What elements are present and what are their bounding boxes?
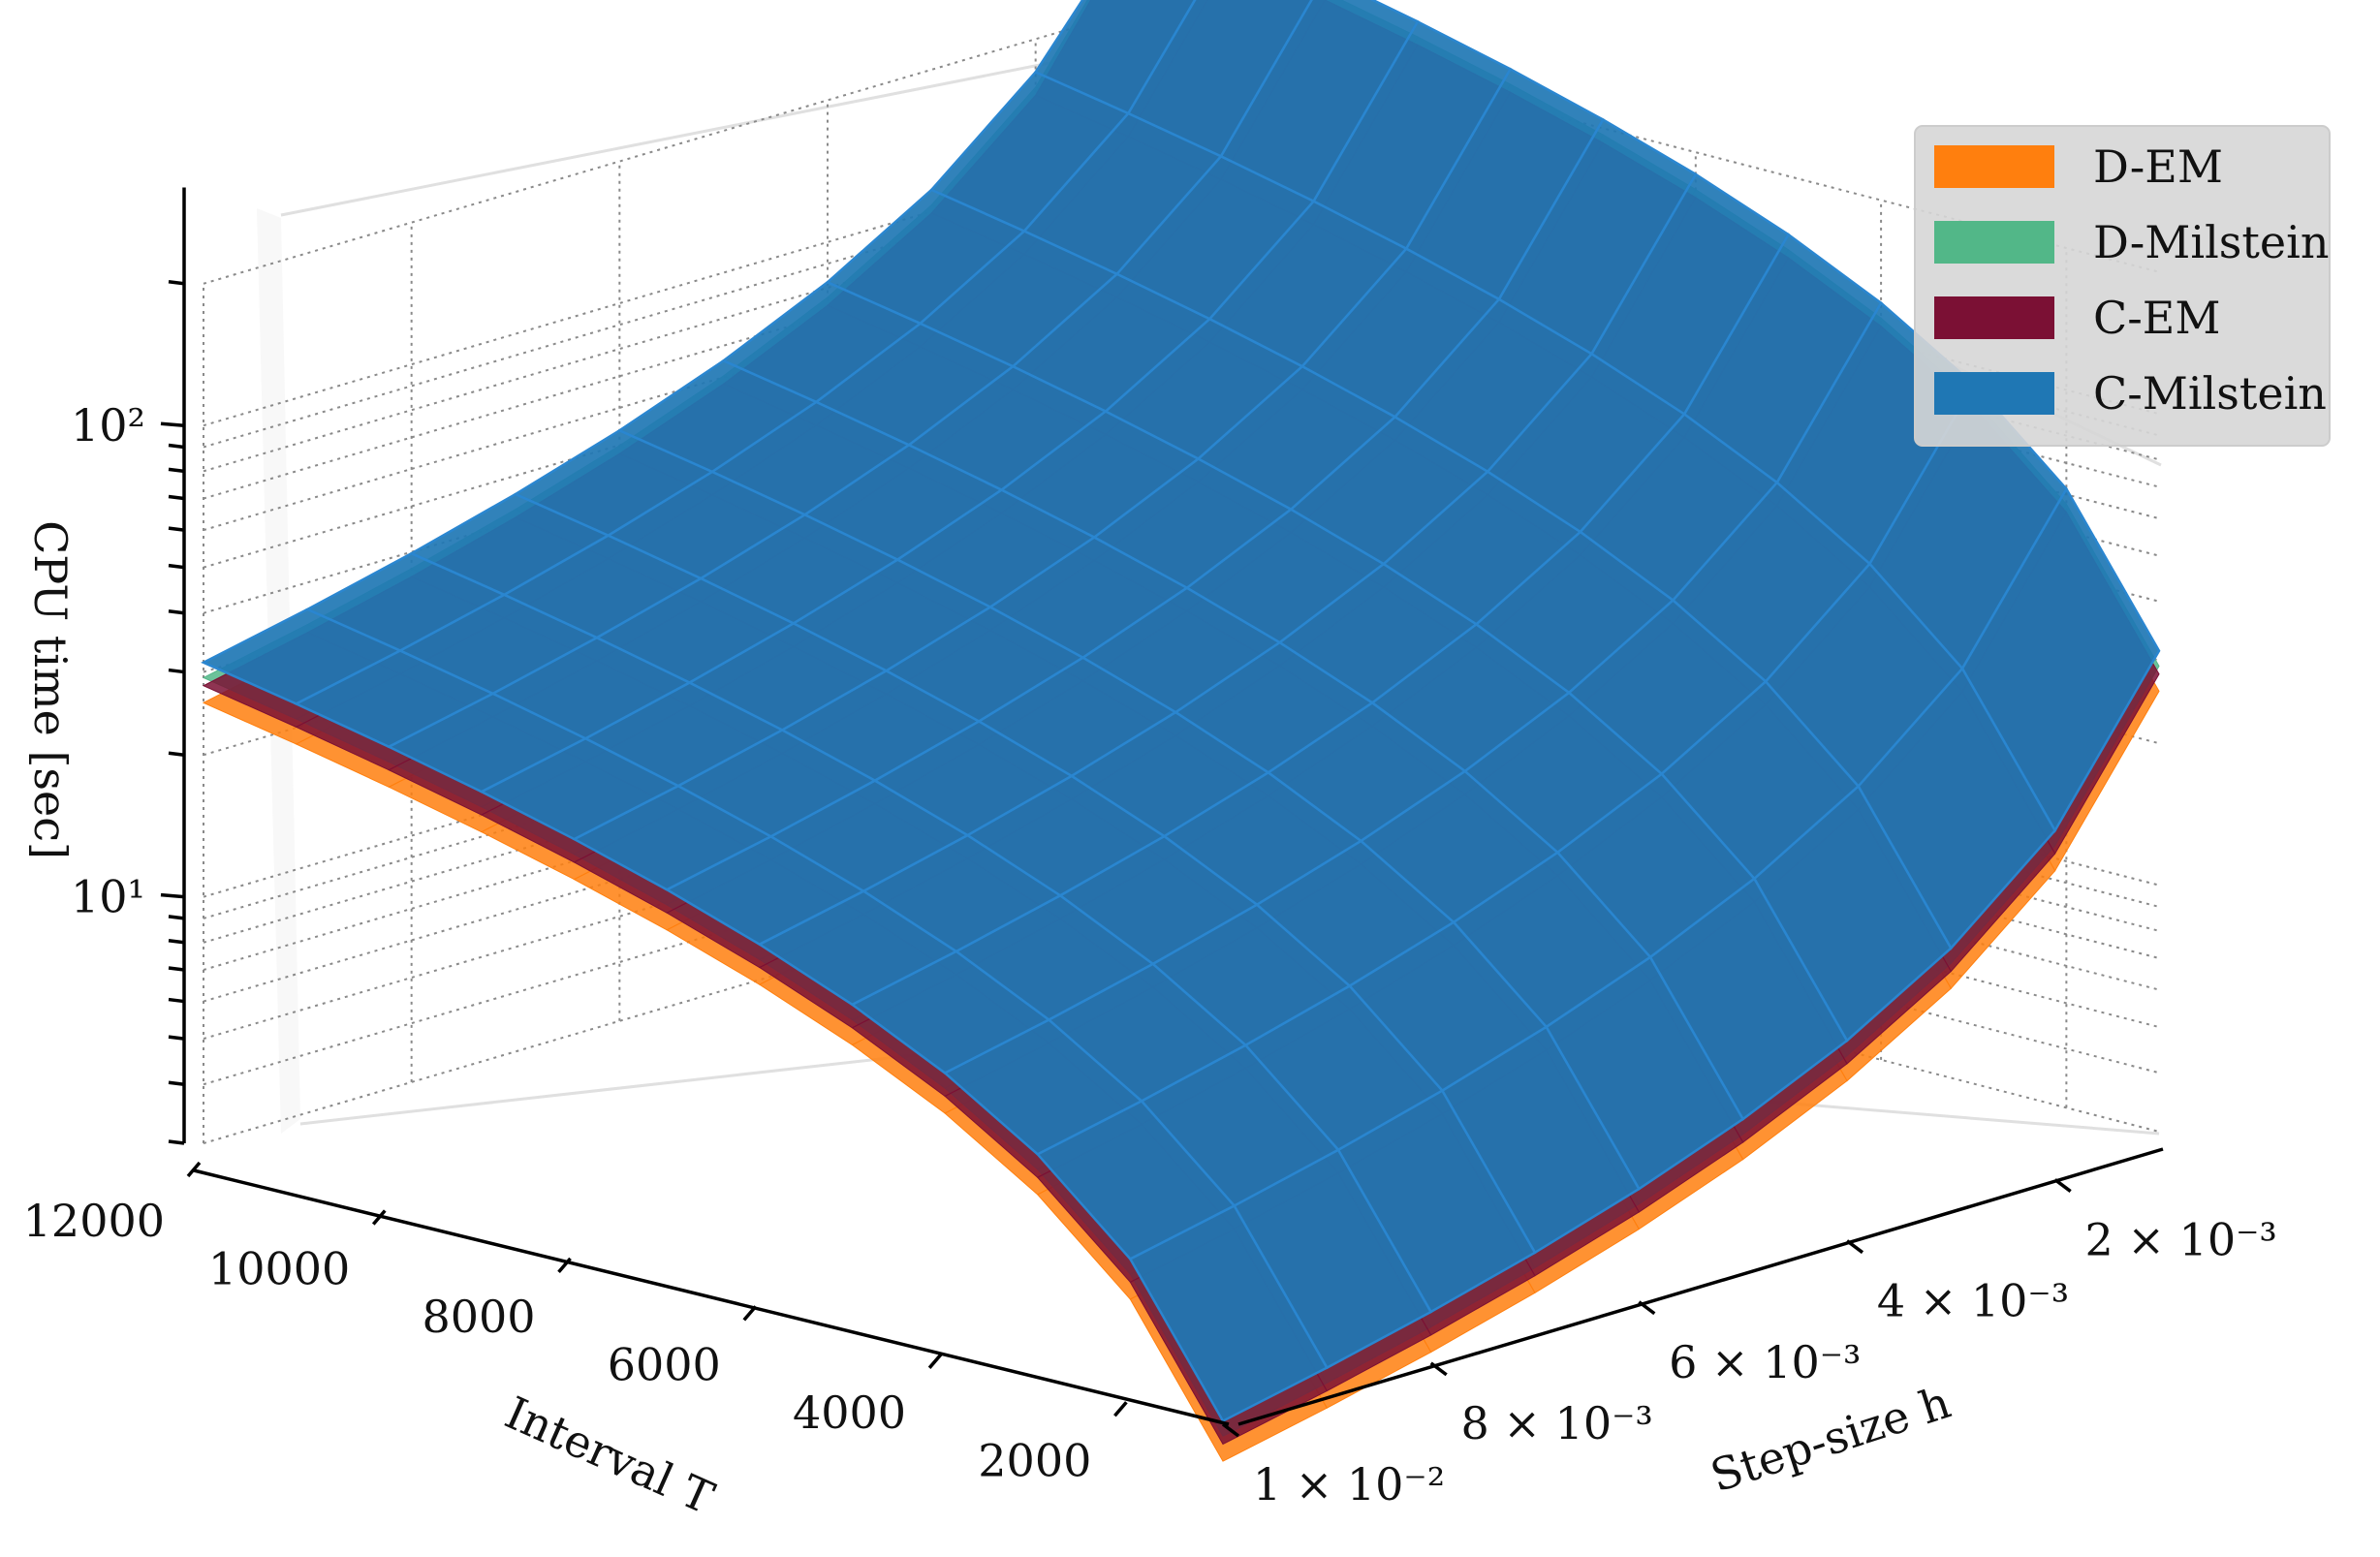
y-tick-label: 8 × 10⁻³: [1461, 1397, 1653, 1449]
surfaces: [201, 0, 2161, 1462]
x-tick: [927, 1353, 943, 1369]
x-tick: [186, 1161, 202, 1178]
legend-swatch-d-em: [1934, 145, 2054, 188]
legend-label-c-milstein: C-Milstein: [2093, 367, 2327, 420]
z-tick: [168, 1035, 185, 1041]
z-tick: [168, 563, 185, 570]
x-tick: [1113, 1401, 1128, 1417]
surface-c-milstein: [201, 0, 2161, 1423]
y-axis-line: [1237, 1147, 2164, 1426]
z-tick: [168, 280, 185, 286]
legend-label-d-milstein: D-Milstein: [2093, 216, 2329, 268]
y-tick: [1429, 1361, 1448, 1377]
z-tick: [160, 421, 185, 427]
z-tick: [168, 668, 185, 674]
y-axis-title: Step-size h: [1705, 1376, 1957, 1503]
x-tick-label: 10000: [208, 1242, 350, 1294]
y-tick: [1845, 1239, 1864, 1255]
z-tick-label: 10¹: [71, 871, 145, 923]
axes: [160, 187, 2164, 1438]
y-tick: [1638, 1300, 1656, 1316]
z-tick: [168, 939, 185, 945]
z-tick: [168, 751, 185, 757]
legend: D-EM D-Milstein C-EM C-Milstein: [1914, 125, 2331, 447]
x-tick-label: 4000: [793, 1386, 906, 1439]
z-tick: [168, 526, 185, 532]
x-axis-title: Interval T: [498, 1386, 722, 1525]
z-axis-title: CPU time [sec]: [24, 520, 77, 859]
y-tick: [1221, 1422, 1240, 1438]
x-tick-label: 2000: [978, 1434, 1091, 1486]
legend-label-c-em: C-EM: [2093, 292, 2220, 344]
y-tick-label: 6 × 10⁻³: [1669, 1336, 1861, 1388]
legend-swatch-d-milstein: [1934, 221, 2054, 264]
legend-box: [1914, 125, 2331, 447]
y-tick: [2053, 1178, 2072, 1193]
z-tick: [168, 494, 185, 501]
z-tick: [168, 1080, 185, 1086]
legend-swatch-c-em: [1934, 296, 2054, 339]
x-tick: [742, 1305, 758, 1322]
z-tick: [168, 997, 185, 1004]
z-tick: [168, 467, 185, 474]
x-tick-label: 12000: [23, 1195, 165, 1247]
z-tick: [168, 609, 185, 615]
surface-patch: [1126, 0, 1313, 158]
x-axis-line: [193, 1168, 1230, 1426]
z-tick: [168, 1139, 185, 1145]
tick-labels: 12000 10000 8000 6000 4000 2000 1 × 10⁻² 8 × 10…: [23, 399, 2277, 1510]
surface-patch: [1219, 0, 1420, 203]
y-tick-label: 2 × 10⁻³: [2085, 1214, 2277, 1266]
z-tick-label: 10²: [71, 399, 145, 452]
surface-patch: [1033, 0, 1197, 115]
x-tick: [371, 1209, 387, 1226]
y-tick-label: 4 × 10⁻³: [1877, 1275, 2069, 1327]
z-tick: [168, 966, 185, 972]
x-tick-label: 6000: [608, 1338, 721, 1390]
legend-label-d-em: D-EM: [2093, 140, 2223, 193]
z-tick: [160, 892, 185, 899]
z-tick: [168, 443, 185, 450]
z-tick: [168, 915, 185, 920]
x-tick-label: 8000: [422, 1291, 535, 1343]
x-tick: [557, 1257, 572, 1274]
y-tick-label: 1 × 10⁻²: [1253, 1458, 1445, 1510]
legend-swatch-c-milstein: [1934, 372, 2054, 415]
